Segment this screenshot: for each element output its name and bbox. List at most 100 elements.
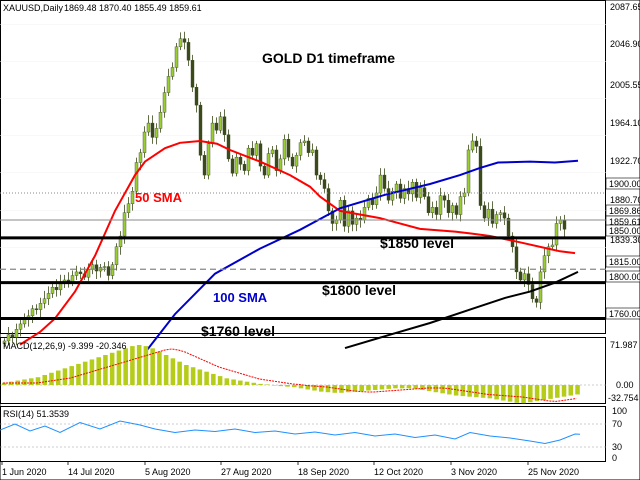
macd-bar [271, 385, 277, 386]
candle-body [330, 210, 335, 224]
candle-body [422, 187, 427, 197]
macd-bar [460, 385, 466, 397]
rsi-panel [0, 406, 606, 462]
candle-body [414, 182, 419, 198]
macd-bar [359, 385, 364, 392]
candle-body [426, 196, 431, 213]
candle-body [250, 147, 255, 156]
level-1800-label: $1800 level [322, 282, 396, 298]
candle-body [490, 208, 495, 224]
sma50-label: 50 SMA [135, 190, 183, 205]
macd-bar [480, 385, 486, 398]
macd-bar [35, 377, 41, 385]
candle-body [550, 244, 555, 248]
candle-body [290, 156, 295, 167]
macd-bar [305, 385, 311, 390]
candle-body [382, 174, 387, 189]
candle-body [146, 122, 151, 133]
level-tag-box [605, 307, 640, 320]
candle-body [498, 212, 503, 215]
candle-body [46, 293, 51, 300]
level-1760-label: $1760 level [201, 323, 275, 339]
price-panel [0, 0, 606, 334]
candle-body [106, 266, 111, 276]
candle-body [478, 146, 483, 206]
rsi-label: RSI(14) 51.3539 [3, 409, 69, 419]
candle-body [470, 140, 475, 151]
macd-bar [123, 348, 128, 385]
rsi-line [0, 420, 581, 445]
candle-body [170, 67, 175, 77]
macd-bar [501, 385, 506, 401]
chart-ohlc: 1869.48 1870.40 1855.49 1859.61 [64, 3, 202, 13]
candle-body [246, 147, 251, 171]
candle-body [294, 155, 299, 167]
candle-body [390, 191, 395, 201]
candle-body [534, 298, 539, 303]
candle-body [254, 143, 259, 156]
y-tick-label: 1880.70 [610, 195, 640, 205]
candle-body [258, 143, 263, 167]
macd-bar [231, 379, 236, 385]
candle-body [314, 149, 319, 176]
x-tick-label: 14 Jul 2020 [68, 467, 115, 477]
macd-bar [474, 385, 479, 398]
macd-bar [258, 383, 263, 385]
candle-body [562, 219, 567, 230]
macd-bar [278, 385, 284, 387]
candle-body [526, 273, 531, 285]
macd-bar [494, 385, 499, 400]
candle-body [350, 210, 355, 225]
candle-body [174, 46, 179, 68]
x-tick-label: 1 Jun 2020 [2, 467, 47, 477]
macd-bar [406, 385, 412, 389]
candle-body [286, 139, 291, 158]
macd-bar [251, 382, 257, 385]
macd-bar [109, 352, 115, 385]
macd-axis-label: 71.987 [610, 340, 638, 350]
macd-bar [89, 359, 95, 385]
candle-body [322, 179, 327, 189]
macd-bar [55, 370, 61, 385]
macd-axis-label: -32.754 [608, 393, 639, 403]
candle-body [262, 165, 267, 176]
macd-bar [352, 385, 358, 392]
candle-body [502, 212, 507, 219]
macd-bar [204, 371, 209, 385]
macd-bar [534, 385, 540, 402]
candle-body [138, 152, 143, 163]
macd-bar [62, 368, 68, 385]
macd-bar [555, 385, 560, 398]
candle-body [222, 116, 227, 135]
candle-body [214, 122, 219, 131]
candle-body [202, 155, 207, 176]
macd-bar [292, 385, 297, 388]
level-1850-label: $1850 level [380, 235, 454, 251]
candle-body [186, 42, 191, 61]
macd-bar [22, 379, 27, 385]
x-tick-label: 27 Aug 2020 [221, 467, 272, 477]
macd-bar [265, 384, 270, 385]
candle-body [230, 158, 235, 174]
candle-body [450, 205, 455, 213]
candle-body [446, 199, 451, 213]
y-tick-label: 1964.10 [610, 118, 640, 128]
candle-body [90, 264, 95, 270]
macd-bar [130, 346, 135, 385]
candle-body [38, 303, 43, 310]
sma200-line [344, 270, 579, 350]
macd-bar [528, 385, 533, 403]
macd-bar [575, 385, 580, 395]
level-tag-box [605, 224, 640, 237]
candle-body [430, 207, 435, 213]
macd-bar [332, 385, 338, 393]
candle-body [110, 264, 115, 276]
candle-body [178, 38, 183, 48]
macd-bar [393, 385, 398, 389]
macd-bar [298, 385, 304, 389]
macd-bar [190, 367, 196, 385]
candle-body [194, 86, 199, 106]
macd-bar [177, 361, 182, 385]
macd-signal-line [3, 348, 577, 402]
